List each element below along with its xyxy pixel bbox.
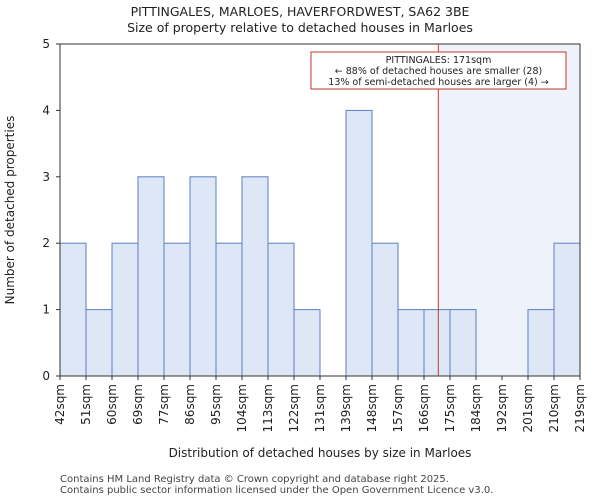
bar-95sqm — [215, 242, 243, 377]
bar-60sqm — [111, 242, 139, 377]
x-tick-label: 86sqm — [183, 384, 197, 425]
bar-104sqm — [241, 176, 269, 377]
bar-122sqm — [293, 309, 321, 377]
x-tick-label: 166sqm — [417, 384, 431, 432]
y-axis-label: Number of detached properties — [3, 116, 17, 305]
x-tick-label: 175sqm — [443, 384, 457, 432]
x-tick-label: 60sqm — [105, 384, 119, 425]
bar-157sqm — [397, 309, 425, 377]
y-tick-label: 2 — [42, 236, 50, 250]
x-tick-label: 122sqm — [287, 384, 301, 432]
x-tick-label: 113sqm — [261, 384, 275, 432]
x-tick-label: 157sqm — [391, 384, 405, 432]
footer-line-2: Contains public sector information licen… — [60, 485, 494, 496]
x-tick-label: 77sqm — [157, 384, 171, 425]
y-tick-label: 4 — [42, 103, 50, 117]
bar-113sqm — [267, 242, 295, 377]
chart-title: PITTINGALES, MARLOES, HAVERFORDWEST, SA6… — [130, 4, 470, 19]
x-tick-label: 51sqm — [79, 384, 93, 425]
footer-line-1: Contains HM Land Registry data © Crown c… — [60, 474, 449, 485]
x-tick-label: 139sqm — [339, 384, 353, 432]
bar-201sqm — [527, 309, 555, 377]
bar-42sqm — [59, 242, 87, 377]
bar-77sqm — [163, 242, 191, 377]
annotation-line-3: 13% of semi-detached houses are larger (… — [328, 77, 548, 88]
bar-148sqm — [371, 242, 399, 377]
x-tick-label: 95sqm — [209, 384, 223, 425]
annotation-line-1: PITTINGALES: 171sqm — [386, 55, 492, 66]
annotation-line-2: ← 88% of detached houses are smaller (28… — [335, 66, 542, 77]
x-tick-label: 192sqm — [495, 384, 509, 432]
x-tick-label: 104sqm — [235, 384, 249, 432]
x-tick-label: 219sqm — [573, 384, 587, 432]
x-tick-label: 210sqm — [547, 384, 561, 432]
y-tick-label: 1 — [42, 303, 50, 317]
annotation-box — [310, 51, 567, 90]
x-tick-label: 201sqm — [521, 384, 535, 432]
x-tick-label: 184sqm — [469, 384, 483, 432]
x-tick-label: 148sqm — [365, 384, 379, 432]
bar-139sqm — [345, 109, 373, 377]
chart-subtitle: Size of property relative to detached ho… — [127, 20, 473, 35]
bar-69sqm — [137, 176, 165, 377]
x-tick-label: 69sqm — [131, 384, 145, 425]
x-tick-label: 131sqm — [313, 384, 327, 432]
bar-210sqm — [553, 242, 581, 377]
y-tick-label: 5 — [42, 37, 50, 51]
y-tick-label: 0 — [42, 369, 50, 383]
bar-86sqm — [189, 176, 217, 377]
x-tick-label: 42sqm — [53, 384, 67, 425]
y-tick-label: 3 — [42, 170, 50, 184]
x-axis-label: Distribution of detached houses by size … — [169, 446, 472, 460]
bar-175sqm — [449, 309, 477, 377]
bar-166sqm — [423, 309, 451, 377]
bar-51sqm — [85, 309, 113, 377]
